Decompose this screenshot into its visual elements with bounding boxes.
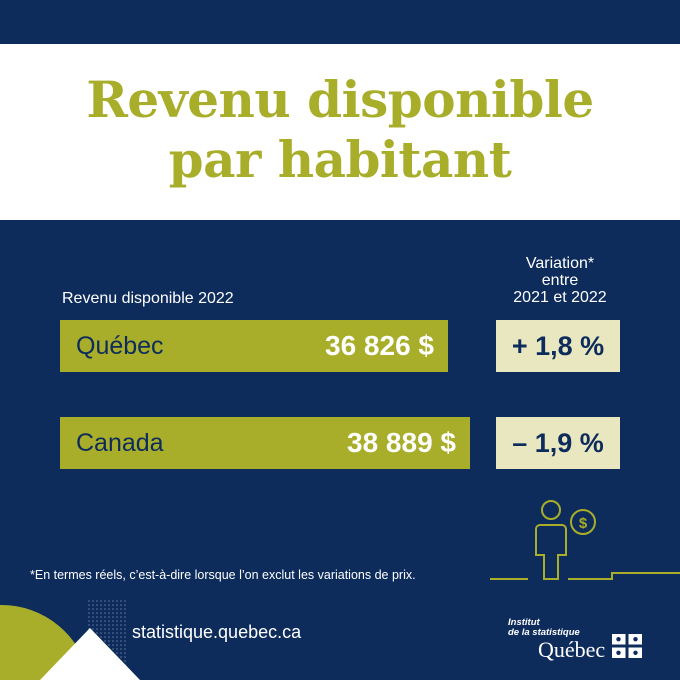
logo-line-2: de la statistique bbox=[508, 627, 580, 638]
bar-label-quebec: Québec bbox=[76, 332, 164, 360]
isq-logo: Institut de la statistique Québec bbox=[508, 618, 648, 664]
quebec-flag-icon bbox=[612, 634, 642, 658]
variation-canada: – 1,9 % bbox=[496, 417, 620, 469]
page-title: Revenu disponible par habitant bbox=[0, 70, 680, 190]
bar-value-canada: 38 889 $ bbox=[347, 427, 456, 458]
svg-text:$: $ bbox=[579, 515, 588, 532]
logo-institute: Institut de la statistique bbox=[508, 618, 580, 638]
bar-quebec: Québec 36 826 $ bbox=[60, 320, 448, 372]
logo-line-1: Institut bbox=[508, 617, 540, 628]
title-line-2: par habitant bbox=[168, 130, 512, 189]
top-band bbox=[0, 0, 680, 44]
variation-header-line-3: 2021 et 2022 bbox=[513, 289, 607, 306]
variation-header-line-1: Variation* bbox=[525, 255, 595, 272]
logo-quebec: Québec bbox=[538, 637, 606, 662]
variation-header-line-2: entre bbox=[541, 272, 579, 289]
title-line-1: Revenu disponible bbox=[86, 70, 594, 129]
bar-label-canada: Canada bbox=[76, 429, 164, 457]
bar-value-quebec: 36 826 $ bbox=[325, 330, 434, 361]
footnote: *En termes réels, c’est-à-dire lorsque l… bbox=[30, 568, 416, 582]
title-band bbox=[0, 44, 680, 220]
variation-quebec: + 1,8 % bbox=[496, 320, 620, 372]
series-label: Revenu disponible 2022 bbox=[62, 290, 234, 307]
variation-header: Variation* entre 2021 et 2022 bbox=[490, 255, 630, 306]
website-link[interactable]: statistique.quebec.ca bbox=[132, 622, 302, 642]
bar-canada: Canada 38 889 $ bbox=[60, 417, 470, 469]
